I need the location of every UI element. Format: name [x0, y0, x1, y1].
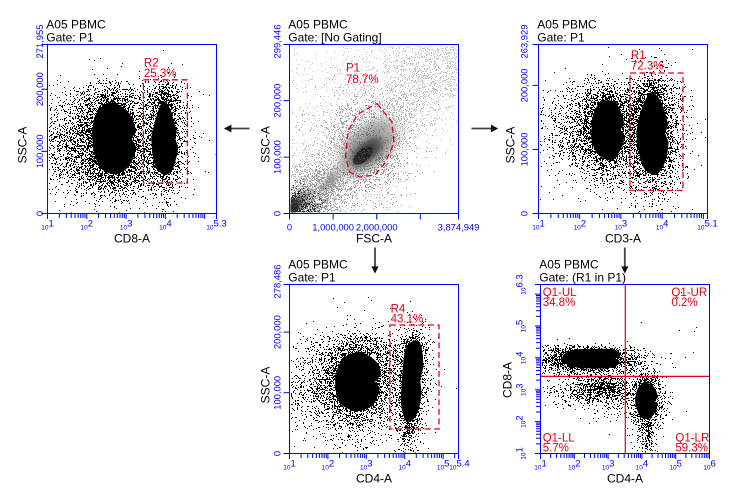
svg-text:200,000: 200,000 [34, 72, 45, 106]
svg-text:0: 0 [272, 211, 283, 216]
svg-text:59.3%: 59.3% [675, 443, 708, 455]
svg-text:Gate: [No Gating]: Gate: [No Gating] [288, 31, 381, 45]
svg-text:SSC-A: SSC-A [259, 126, 273, 163]
svg-text:CD8-A: CD8-A [114, 232, 150, 246]
svg-text:CD4-A: CD4-A [607, 472, 643, 486]
svg-text:200,000: 200,000 [519, 68, 530, 102]
svg-text:3,874,949: 3,874,949 [438, 222, 480, 233]
svg-text:CD4-A: CD4-A [356, 472, 392, 486]
svg-text:78.7%: 78.7% [346, 74, 379, 86]
svg-text:278,486: 278,486 [272, 265, 283, 299]
svg-text:Q1-UL: Q1-UL [543, 287, 577, 299]
svg-text:0.2%: 0.2% [671, 297, 697, 309]
svg-text:CD3-A: CD3-A [605, 232, 641, 246]
svg-text:Q1-LL: Q1-LL [543, 433, 576, 445]
svg-text:200,000: 200,000 [272, 315, 283, 349]
svg-text:Q1-LR: Q1-LR [675, 433, 709, 445]
svg-text:2,000,000: 2,000,000 [356, 222, 398, 233]
svg-text:263,929: 263,929 [519, 25, 530, 59]
svg-text:A05 PBMC: A05 PBMC [46, 18, 106, 32]
svg-text:SSC-A: SSC-A [16, 127, 30, 164]
svg-text:A05 PBMC: A05 PBMC [288, 258, 348, 272]
svg-text:5.7%: 5.7% [543, 443, 569, 455]
svg-text:FSC-A: FSC-A [356, 232, 392, 246]
svg-text:100,000: 100,000 [34, 134, 45, 168]
svg-text:200,000: 200,000 [272, 84, 283, 118]
svg-text:271,955: 271,955 [34, 25, 45, 59]
svg-text:SSC-A: SSC-A [504, 127, 518, 164]
svg-text:R1: R1 [631, 50, 646, 62]
svg-text:A05 PBMC: A05 PBMC [539, 258, 599, 272]
svg-text:0: 0 [519, 211, 530, 216]
svg-text:P1: P1 [346, 63, 360, 75]
svg-text:SSC-A: SSC-A [259, 367, 273, 404]
svg-text:Gate: (R1 in P1): Gate: (R1 in P1) [539, 271, 626, 285]
svg-text:Q1-UR: Q1-UR [671, 287, 707, 299]
svg-text:25.3%: 25.3% [144, 68, 177, 80]
svg-text:100,000: 100,000 [272, 376, 283, 410]
svg-text:34.8%: 34.8% [543, 297, 576, 309]
svg-text:Gate: P1: Gate: P1 [46, 31, 94, 45]
svg-text:A05 PBMC: A05 PBMC [288, 18, 348, 32]
svg-text:R2: R2 [144, 58, 159, 70]
svg-text:R4: R4 [391, 304, 406, 316]
svg-text:Gate: P1: Gate: P1 [288, 271, 336, 285]
svg-text:72.3%: 72.3% [631, 61, 664, 73]
svg-text:43.1%: 43.1% [391, 314, 424, 326]
svg-text:0: 0 [287, 222, 292, 233]
svg-text:CD8-A: CD8-A [500, 362, 514, 398]
svg-text:100,000: 100,000 [519, 133, 530, 167]
svg-text:0: 0 [272, 451, 283, 456]
svg-text:1,000,000: 1,000,000 [312, 222, 354, 233]
svg-text:Gate: P1: Gate: P1 [537, 31, 585, 45]
svg-text:299,446: 299,446 [272, 25, 283, 59]
svg-text:0: 0 [34, 211, 45, 216]
svg-text:A05 PBMC: A05 PBMC [537, 18, 597, 32]
svg-text:100,000: 100,000 [272, 140, 283, 174]
